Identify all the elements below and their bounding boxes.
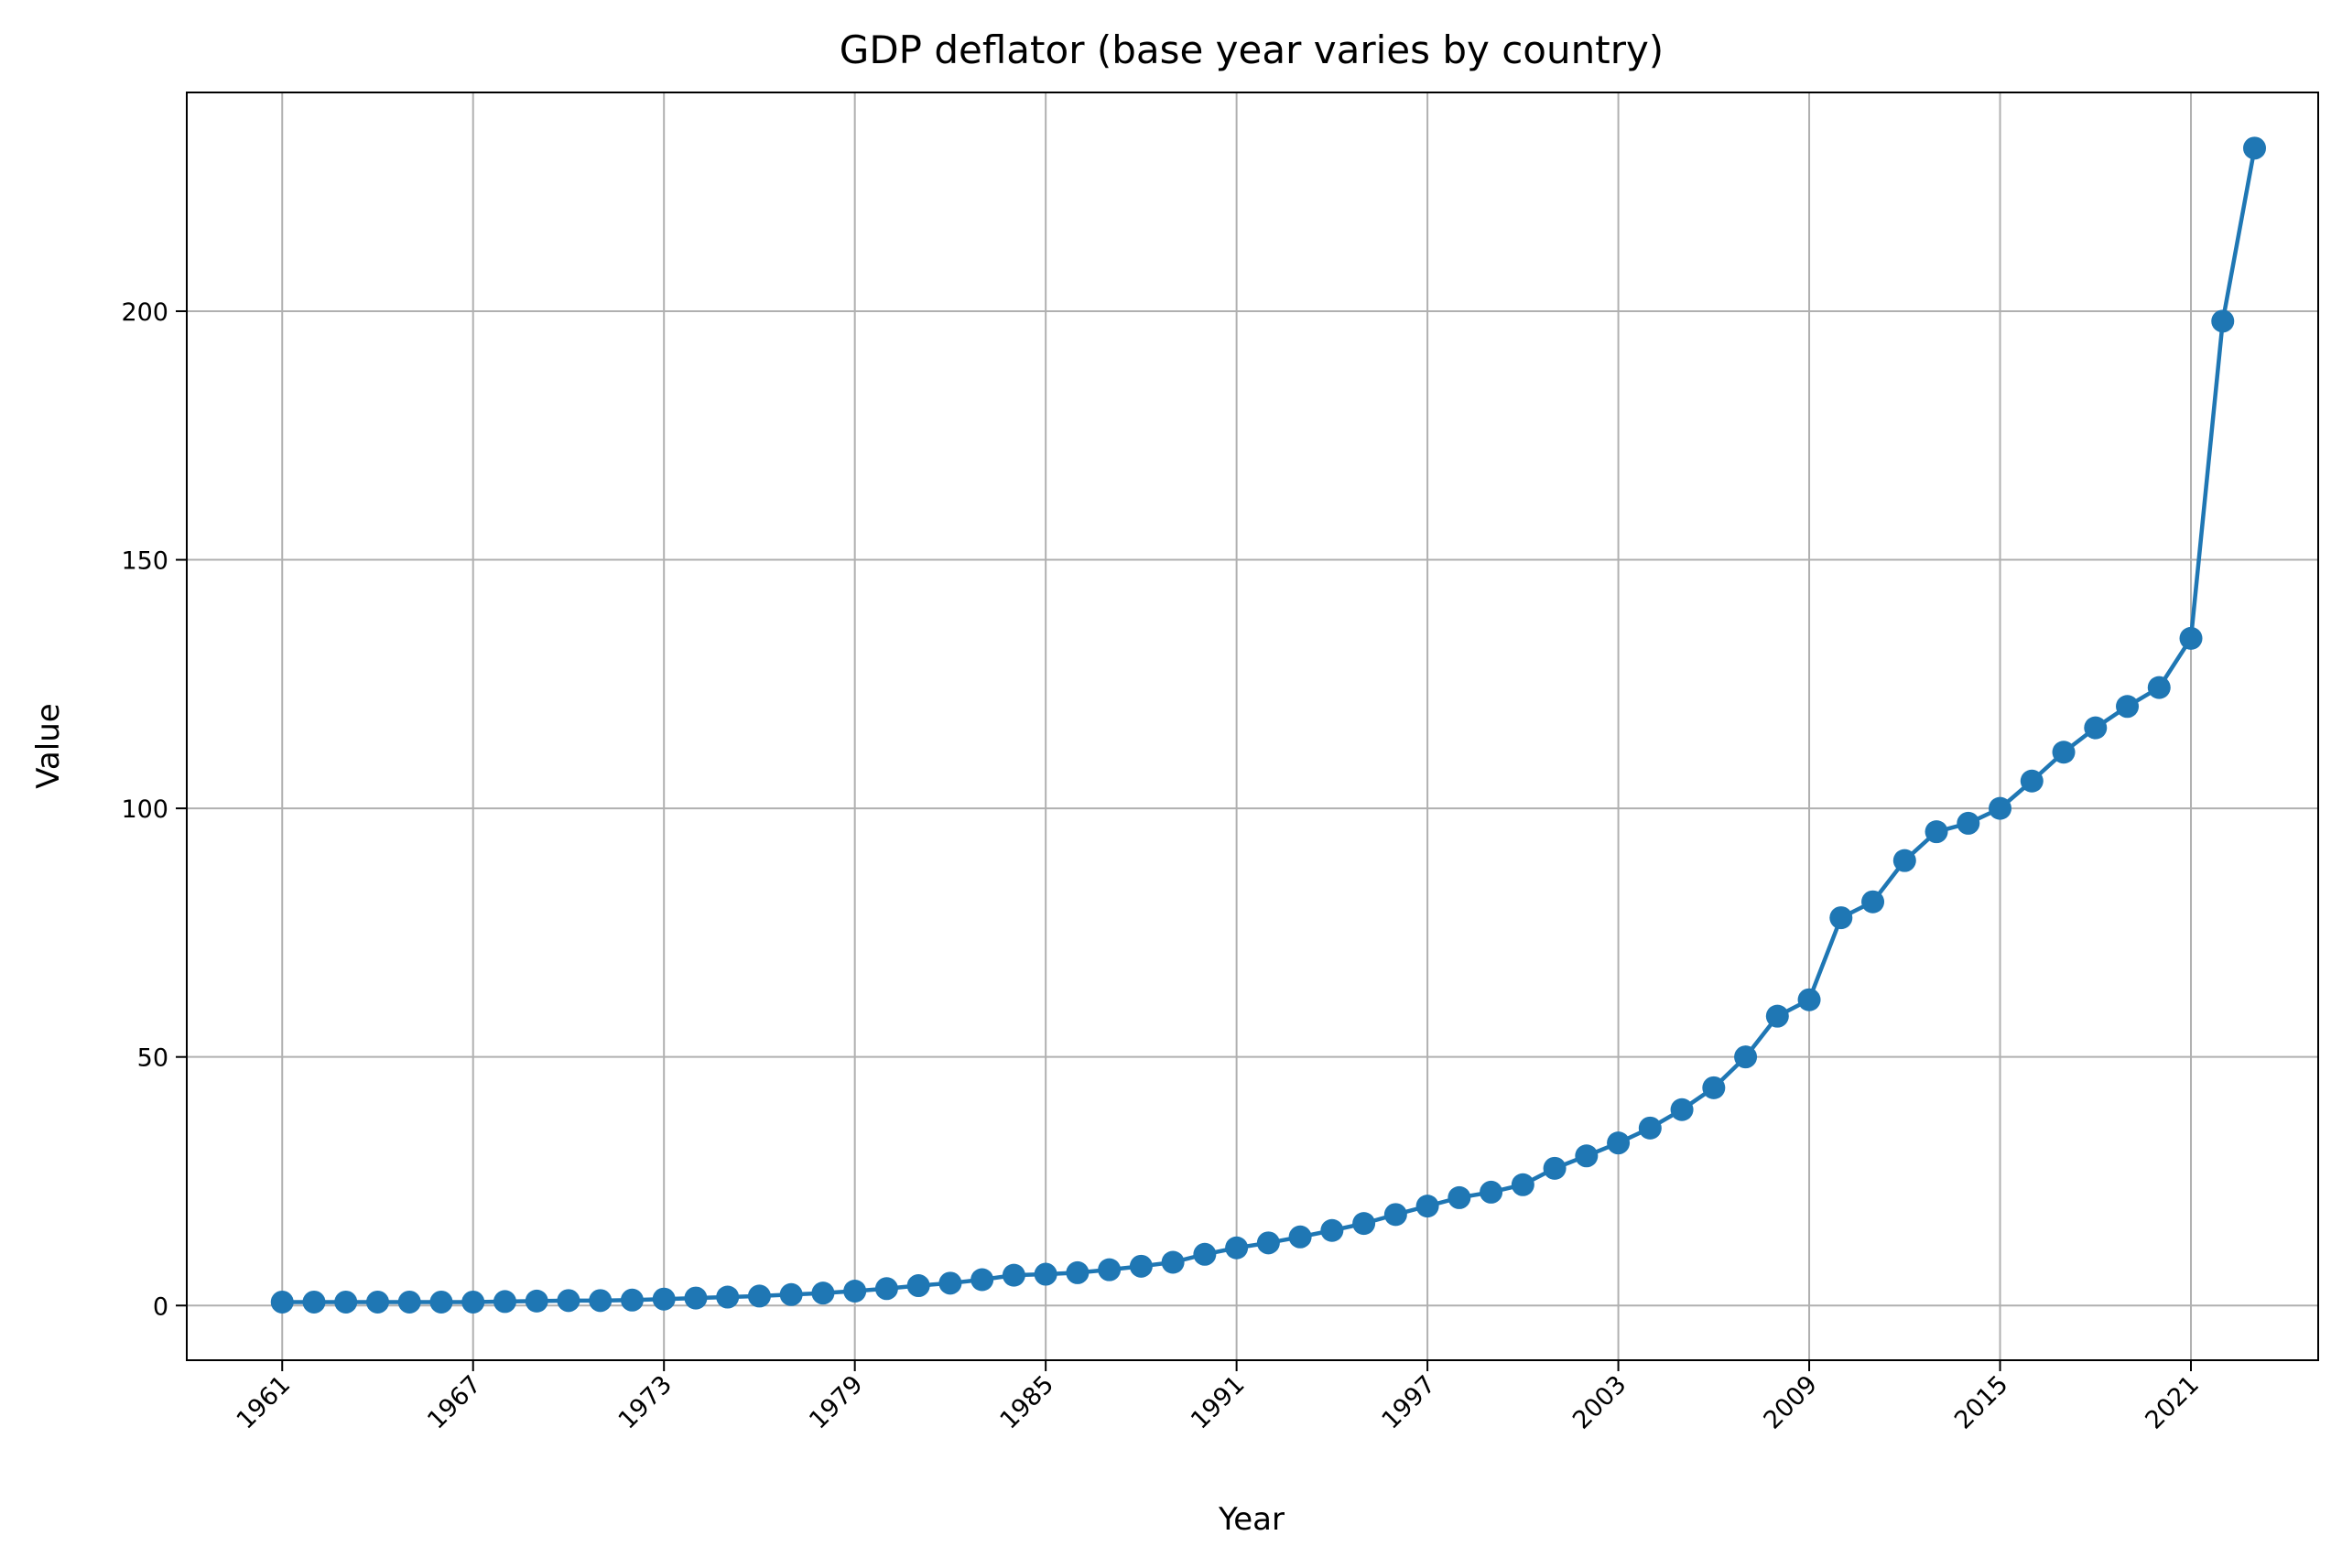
data-point — [1797, 988, 1821, 1011]
data-point — [525, 1289, 548, 1313]
data-point — [1383, 1203, 1407, 1227]
data-point — [906, 1274, 930, 1298]
data-point — [1575, 1144, 1599, 1168]
data-point — [938, 1271, 962, 1295]
data-point — [652, 1287, 676, 1311]
data-point — [1288, 1225, 1312, 1249]
y-axis: 0 50 100 150 200 — [121, 298, 187, 1321]
data-point — [365, 1290, 389, 1314]
data-point — [1129, 1254, 1153, 1278]
x-axis-label: Year — [1218, 1501, 1285, 1538]
y-axis-label: Value — [30, 703, 67, 788]
y-tick-label: 0 — [153, 1292, 168, 1321]
data-point — [2211, 309, 2235, 333]
data-point — [1670, 1098, 1694, 1121]
data-point — [747, 1284, 771, 1308]
data-point — [1861, 890, 1885, 914]
data-point — [1734, 1045, 1758, 1069]
data-point — [270, 1290, 294, 1314]
data-point — [2020, 769, 2044, 793]
data-point — [1066, 1260, 1090, 1284]
data-point — [1829, 906, 1853, 930]
data-point — [334, 1290, 358, 1314]
data-point — [620, 1288, 644, 1312]
series — [270, 136, 2267, 1314]
data-point — [1543, 1156, 1567, 1180]
y-tick-label: 200 — [121, 298, 168, 327]
data-point — [397, 1290, 421, 1314]
data-point — [970, 1268, 994, 1292]
data-point — [684, 1286, 708, 1310]
data-point — [811, 1281, 835, 1305]
data-point — [1225, 1236, 1249, 1260]
data-point — [1480, 1180, 1503, 1204]
data-point — [1447, 1185, 1471, 1209]
data-point — [2179, 626, 2203, 650]
data-point — [1193, 1242, 1217, 1266]
data-point — [2084, 716, 2108, 740]
data-point — [1256, 1231, 1280, 1255]
data-point — [1957, 811, 1980, 835]
data-point — [843, 1280, 867, 1303]
data-point — [1511, 1173, 1534, 1196]
data-point — [1320, 1218, 1344, 1242]
data-point — [2243, 136, 2267, 160]
data-point — [2147, 676, 2171, 699]
data-point — [1607, 1131, 1631, 1155]
plot-frame — [186, 92, 2319, 1361]
data-point — [1002, 1263, 1025, 1287]
data-point — [1161, 1250, 1185, 1274]
data-point — [1098, 1258, 1122, 1281]
data-point — [1989, 796, 2012, 820]
data-point — [1765, 1004, 1789, 1028]
data-point — [429, 1290, 453, 1314]
data-point — [589, 1289, 613, 1313]
data-point — [874, 1277, 898, 1301]
data-point — [302, 1290, 326, 1314]
data-point — [1415, 1195, 1439, 1218]
y-tick-label: 150 — [121, 547, 168, 576]
data-point — [1638, 1116, 1662, 1140]
data-point — [557, 1289, 580, 1313]
data-point — [461, 1290, 485, 1314]
y-tick-label: 50 — [137, 1044, 168, 1073]
data-point — [779, 1282, 803, 1306]
data-point — [1925, 820, 1948, 844]
data-point — [493, 1290, 516, 1314]
data-point — [2052, 741, 2076, 764]
data-point — [1352, 1212, 1376, 1236]
data-point — [1702, 1076, 1726, 1099]
chart-title: GDP deflator (base year varies by countr… — [840, 27, 1664, 72]
data-point — [1034, 1262, 1057, 1286]
data-point — [1892, 849, 1916, 872]
data-point — [716, 1285, 740, 1309]
y-tick-label: 100 — [121, 795, 168, 824]
data-point — [2116, 695, 2140, 719]
